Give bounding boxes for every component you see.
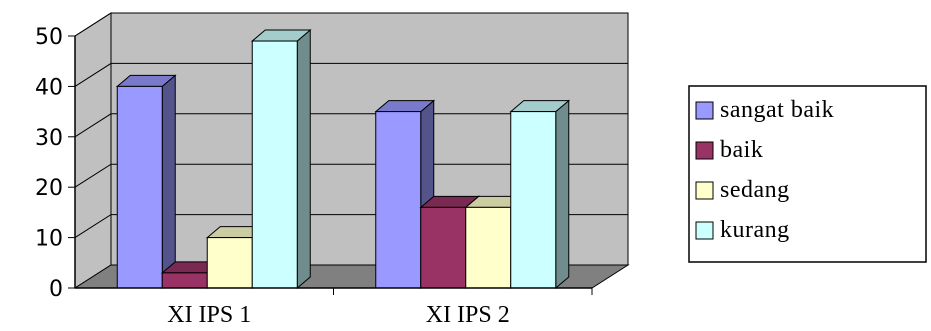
bar	[509, 99, 571, 290]
y-tick-label: 50	[35, 25, 63, 50]
gridline	[74, 113, 628, 138]
bar	[115, 74, 177, 290]
bar-front	[375, 111, 422, 289]
legend-label: kurang	[720, 217, 790, 243]
gridline	[74, 163, 628, 188]
legend-item: kurang	[695, 217, 790, 243]
bar-side	[296, 28, 311, 290]
bar	[374, 99, 436, 290]
legend-item: sangat baik	[695, 97, 834, 123]
gridline	[74, 62, 628, 87]
legend-label: baik	[720, 137, 763, 163]
legend	[688, 85, 927, 263]
bar-front	[161, 272, 208, 289]
y-tick-label: 10	[35, 227, 63, 252]
legend-label: sangat baik	[720, 97, 834, 123]
legend-item: baik	[695, 137, 763, 163]
bar-side	[555, 99, 570, 290]
bar-side	[161, 74, 176, 290]
legend-swatch	[695, 181, 714, 200]
x-tick-label: XI IPS 1	[167, 302, 251, 326]
legend-swatch	[695, 221, 714, 240]
y-tick-label: 0	[49, 277, 63, 302]
bar-front	[251, 40, 298, 289]
legend-item: sedang	[695, 177, 790, 203]
bar	[250, 28, 312, 290]
legend-swatch	[695, 141, 714, 160]
bar-front	[465, 206, 512, 289]
bar-front	[116, 85, 163, 289]
legend-swatch	[695, 101, 714, 120]
gridline	[74, 12, 628, 37]
bar-front	[420, 206, 467, 289]
bar-front	[510, 111, 557, 289]
y-tick-label: 20	[35, 176, 63, 201]
side-wall	[74, 12, 112, 289]
legend-label: sedang	[720, 177, 790, 203]
bar-front	[206, 237, 253, 289]
y-tick-label: 40	[35, 75, 63, 100]
y-tick-label: 30	[35, 126, 63, 151]
x-tick-label: XI IPS 2	[426, 302, 510, 326]
